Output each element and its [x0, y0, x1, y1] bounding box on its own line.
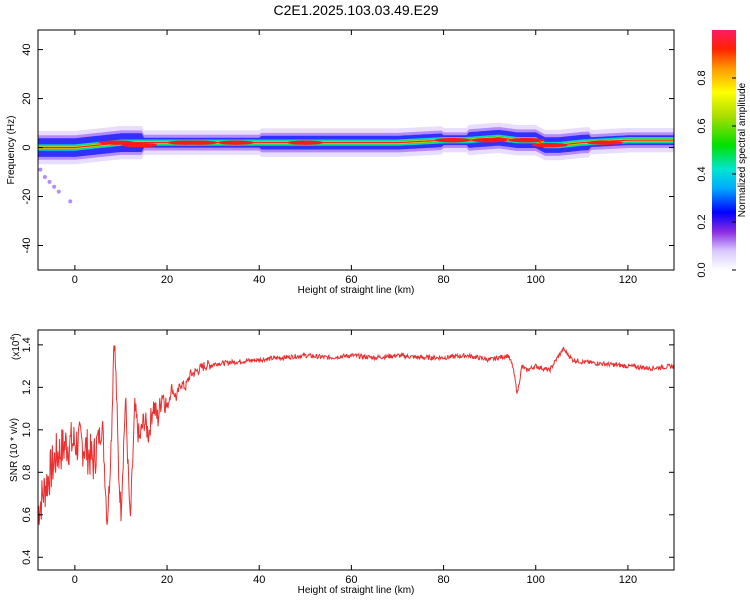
colorbar-tick-label: 0.8 — [696, 70, 708, 85]
colorbar-gradient — [712, 30, 736, 270]
spectrum-noise-point — [47, 179, 52, 184]
snr-layer — [38, 345, 674, 525]
spectrogram-x-tick-label: 80 — [437, 274, 449, 286]
spectrum-noise-point — [68, 199, 73, 204]
spectrum-noise-point — [52, 184, 57, 189]
snr-y-tick-label: 0.6 — [21, 507, 33, 522]
snr-x-label: Height of straight line (km) — [298, 585, 415, 596]
snr-background — [38, 330, 674, 570]
colorbar: 0.0 0.2 0.4 0.6 0.8 Normalized spectral ampl… — [696, 30, 748, 278]
colorbar-label: Normalized spectral amplitude — [737, 82, 748, 217]
colorbar-tick-label: 0.4 — [696, 166, 708, 181]
spectrogram-y-tick-label: 20 — [21, 92, 33, 104]
snr-panel: 0 20 40 60 80 100 120 0.4 0.6 0.8 1.0 1.2 1.4 Heigh… — [9, 329, 675, 596]
snr-scale-label: (x104) — [10, 333, 22, 360]
colorbar-tick-label: 0.0 — [696, 262, 708, 277]
spectrogram-x-tick-label: 100 — [527, 274, 545, 286]
spectrogram-x-axis: 0 20 40 60 80 100 120 — [72, 30, 637, 286]
snr-scale-exponent: 4 — [10, 337, 17, 341]
colorbar-ticks: 0.0 0.2 0.4 0.6 0.8 — [696, 70, 736, 278]
spectrum-hotspot — [508, 138, 545, 143]
snr-x-tick-label: 40 — [253, 574, 265, 586]
spectrogram-panel: 0 20 40 60 80 100 120 -40 -20 0 20 40 Height of st… — [6, 29, 675, 296]
spectrogram-frame — [37, 29, 675, 271]
spectrum-hotspot — [531, 142, 568, 148]
spectrogram-y-tick-label: 0 — [21, 144, 33, 150]
snr-series-line — [38, 345, 674, 525]
spectrum-hotspot — [218, 140, 255, 145]
snr-y-tick-label: 1.4 — [21, 337, 33, 352]
snr-y-axis: 0.4 0.6 0.8 1.0 1.2 1.4 — [21, 337, 674, 565]
spectrogram-y-tick-label: 40 — [21, 43, 33, 55]
spectrum-hotspot — [121, 142, 158, 148]
snr-y-tick-label: 1.0 — [21, 422, 33, 437]
snr-y-label: SNR (10 * v/v) — [9, 418, 20, 482]
spectrum-hotspot — [287, 140, 324, 145]
spectrogram-x-tick-label: 120 — [619, 274, 637, 286]
spectrogram-y-label: Frequency (Hz) — [6, 116, 17, 185]
figure-title: C2E1.2025.103.03.49.E29 — [273, 2, 438, 18]
snr-x-tick-label: 120 — [619, 574, 637, 586]
spectrum-hotspot — [434, 138, 471, 143]
spectrum-hotspot — [586, 140, 623, 145]
colorbar-tick-label: 0.6 — [696, 118, 708, 133]
snr-y-tick-label: 1.2 — [21, 380, 33, 395]
spectrum-noise-point — [38, 167, 43, 172]
snr-scale-base: (x10 — [11, 340, 22, 360]
spectrogram-layer — [38, 122, 674, 204]
spectrogram-x-label: Height of straight line (km) — [298, 285, 415, 296]
colorbar-tick-label: 0.2 — [696, 214, 708, 229]
snr-x-tick-label: 100 — [527, 574, 545, 586]
spectrogram-x-tick-label: 20 — [161, 274, 173, 286]
spectrogram-y-tick-label: -40 — [21, 238, 33, 254]
spectrum-noise-point — [42, 174, 47, 179]
spectrogram-y-tick-label: -20 — [21, 189, 33, 205]
snr-x-tick-label: 80 — [437, 574, 449, 586]
snr-y-tick-label: 0.8 — [21, 465, 33, 480]
snr-x-axis: 0 20 40 60 80 100 120 — [72, 330, 637, 586]
spectrum-noise-point — [56, 189, 61, 194]
snr-x-tick-label: 0 — [72, 574, 78, 586]
spectrogram-y-axis: -40 -20 0 20 40 — [21, 43, 674, 253]
snr-x-tick-label: 60 — [345, 574, 357, 586]
spectrogram-x-tick-label: 40 — [253, 274, 265, 286]
snr-x-tick-label: 20 — [161, 574, 173, 586]
snr-y-tick-label: 0.4 — [21, 550, 33, 565]
spectrogram-x-tick-label: 60 — [345, 274, 357, 286]
spectrum-hotspot — [471, 138, 508, 143]
spectrogram-x-tick-label: 0 — [72, 274, 78, 286]
spectrum-hotspot — [181, 140, 218, 145]
snr-frame — [37, 329, 675, 571]
snr-scale-close: ) — [11, 333, 22, 336]
